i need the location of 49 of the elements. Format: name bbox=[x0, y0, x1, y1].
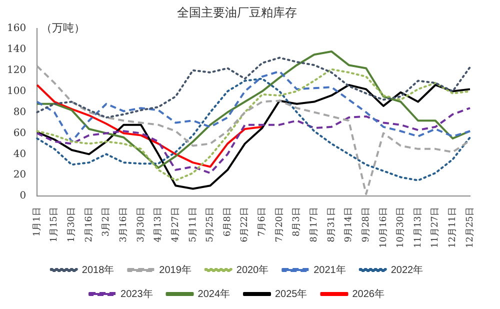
x-tick-label: 10月16日 bbox=[378, 207, 389, 248]
x-tick-label: 4月27日 bbox=[170, 207, 181, 242]
y-tick-label: 120 bbox=[6, 64, 26, 76]
y-tick-label: 40 bbox=[13, 148, 26, 160]
x-tick-label: 10月30日 bbox=[396, 207, 406, 248]
chart-title: 全国主要油厂豆粕库存 bbox=[177, 5, 297, 20]
legend-label: 2019年 bbox=[159, 264, 192, 276]
x-tick-label: 8月3日 bbox=[292, 207, 302, 237]
x-tick-label: 6月22日 bbox=[240, 207, 250, 242]
x-tick-label: 1月15日 bbox=[50, 207, 60, 242]
y-tick-label: 160 bbox=[6, 22, 26, 34]
legend-label: 2020年 bbox=[236, 264, 269, 276]
legend-label: 2024年 bbox=[198, 288, 230, 300]
y-tick-label: 80 bbox=[13, 106, 26, 118]
x-tick-label: 5月25日 bbox=[206, 207, 216, 242]
y-tick-label: 0 bbox=[20, 190, 26, 202]
y-tick-label: 100 bbox=[6, 86, 26, 97]
x-tick-label: 5月11日 bbox=[188, 207, 198, 242]
x-tick-label: 1月1日 bbox=[32, 207, 42, 237]
y-tick-label: 60 bbox=[13, 128, 26, 139]
y-tick-label: 20 bbox=[13, 170, 26, 181]
x-tick-label: 9月28日 bbox=[361, 207, 372, 242]
line-series bbox=[36, 56, 471, 118]
x-tick-label: 7月6日 bbox=[258, 207, 268, 237]
x-tick-label: 3月30日 bbox=[136, 207, 146, 242]
x-tick-label: 3月16日 bbox=[119, 207, 130, 242]
x-tick-label: 8月17日 bbox=[309, 207, 320, 242]
x-tick-label: 9月14日 bbox=[344, 207, 354, 242]
x-tick-label: 4月13日 bbox=[154, 207, 164, 242]
legend-label: 2018年 bbox=[82, 264, 114, 276]
line-series bbox=[36, 70, 471, 143]
legend-label: 2025年 bbox=[275, 288, 308, 300]
x-tick-label: 6月8日 bbox=[222, 207, 233, 237]
line-series bbox=[36, 107, 471, 174]
x-tick-label: 11月13日 bbox=[413, 207, 424, 248]
legend-label: 2023年 bbox=[120, 288, 153, 300]
x-tick-label: 12月11日 bbox=[448, 207, 458, 248]
x-tick-label: 1月30日 bbox=[67, 207, 78, 242]
x-tick-label: 12月25日 bbox=[465, 207, 476, 248]
x-tick-label: 8月31日 bbox=[326, 207, 337, 242]
legend-label: 2021年 bbox=[314, 264, 346, 276]
x-tick-label: 3月2日 bbox=[102, 207, 112, 237]
x-tick-label: 11月27日 bbox=[430, 207, 441, 248]
x-tick-label: 2月16日 bbox=[84, 207, 94, 242]
y-tick-label: 140 bbox=[6, 44, 26, 55]
legend-label: 2026年 bbox=[352, 288, 384, 300]
x-tick-label: 7月20日 bbox=[274, 207, 285, 242]
y-axis-title: （万吨） bbox=[41, 21, 86, 34]
legend-label: 2022年 bbox=[390, 264, 424, 276]
